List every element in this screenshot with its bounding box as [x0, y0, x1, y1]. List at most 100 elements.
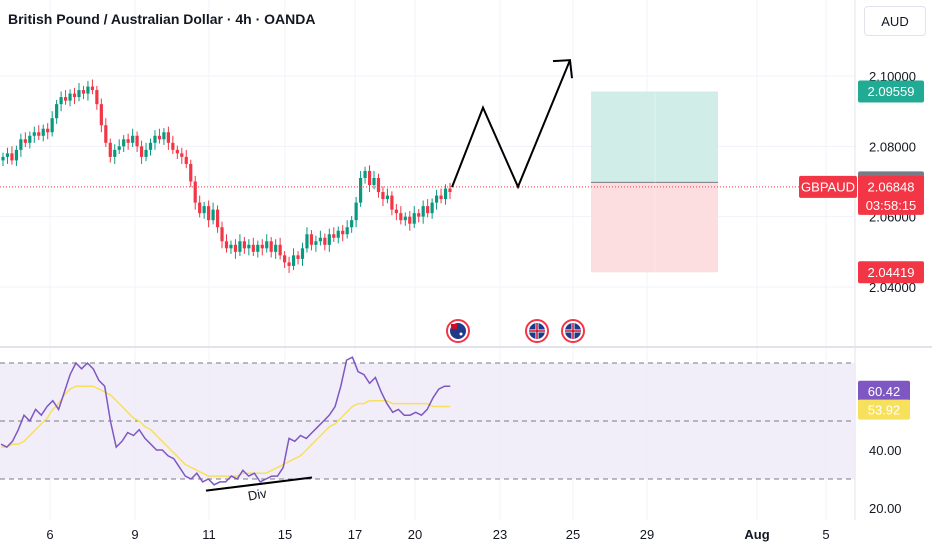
candle-body — [193, 181, 197, 203]
stop-price-label: 2.04419 — [858, 261, 924, 284]
candle-body — [99, 104, 103, 126]
candle-body — [385, 195, 390, 200]
candle-body — [215, 209, 220, 228]
candle-body — [37, 132, 41, 136]
x-tick-label: 5 — [822, 527, 829, 542]
candle-body — [95, 90, 99, 105]
chart-title: British Pound / Australian Dollar · 4h ·… — [8, 11, 316, 27]
candle-body — [122, 139, 126, 147]
candle-body — [19, 139, 23, 150]
x-tick-label: 17 — [348, 527, 362, 542]
rsi-value-bg — [858, 380, 910, 401]
candle-body — [5, 153, 10, 157]
candle-body — [41, 128, 45, 136]
candle-body — [439, 195, 443, 200]
candle-body — [421, 206, 425, 217]
candle-body — [144, 149, 148, 157]
candle-body — [229, 244, 233, 249]
rsi-ma-value-bg — [858, 399, 910, 420]
rsi-value-text: 60.42 — [868, 384, 901, 399]
candle-body — [32, 132, 36, 136]
au-flag-icon[interactable] — [446, 319, 470, 343]
candle-body — [1, 156, 5, 161]
candle-body — [278, 244, 282, 256]
candle-body — [135, 135, 139, 147]
candle-body — [403, 216, 407, 221]
candle-body — [381, 192, 385, 200]
rsi-tick-label: 20.00 — [869, 501, 902, 516]
gb-flag-icon[interactable] — [561, 319, 585, 343]
candle-body — [14, 149, 19, 161]
candle-body — [131, 135, 135, 143]
candle-body — [359, 177, 363, 203]
candle-body — [50, 118, 54, 133]
candle-body — [336, 230, 340, 238]
target-zone[interactable] — [591, 91, 718, 183]
gb-flag-icon[interactable] — [525, 319, 549, 343]
rsi-ma-line — [1, 385, 451, 477]
candle-body — [59, 97, 63, 105]
candle-body — [305, 234, 309, 249]
y-tick-label: 2.04000 — [869, 280, 916, 295]
candle-body — [148, 142, 153, 150]
flag-canton — [451, 324, 457, 329]
candle-body — [345, 227, 349, 235]
x-tick-label: 11 — [202, 527, 216, 542]
candle-body — [251, 244, 255, 252]
y-tick-label: 2.08000 — [869, 139, 916, 154]
target-price-label-bg — [858, 80, 924, 103]
last-price-label: 2.06848 03:58:15 — [858, 175, 924, 215]
target-price-label-text: 2.09559 — [868, 84, 915, 99]
candle-body — [108, 142, 112, 157]
x-tick-label: 15 — [278, 527, 292, 542]
candle-body — [184, 156, 188, 164]
candle-body — [166, 132, 170, 143]
rsi-value-label: 60.42 — [858, 380, 910, 401]
candle-body — [434, 195, 439, 203]
x-tick-label: 29 — [640, 527, 654, 542]
candle-body — [399, 213, 403, 221]
candle-body — [408, 216, 412, 224]
candle-body — [63, 97, 68, 101]
candle-body — [269, 241, 273, 252]
candle-body — [417, 213, 421, 217]
candle-body — [247, 244, 251, 249]
candle-body — [180, 153, 184, 157]
candle-body — [354, 202, 358, 221]
candle-body — [376, 177, 381, 193]
stop-zone[interactable] — [591, 182, 718, 273]
candle-body — [157, 135, 162, 140]
candle-body — [323, 237, 327, 245]
risk-reward-zones[interactable] — [591, 91, 718, 273]
candle-body — [72, 93, 77, 98]
x-tick-label: 6 — [46, 527, 53, 542]
rsi-ma-value-label: 53.92 — [858, 399, 910, 420]
candle-body — [350, 220, 354, 228]
candle-body — [224, 241, 229, 249]
candle-body — [28, 135, 32, 143]
candle-body — [430, 202, 434, 214]
candle-body — [46, 128, 50, 133]
candle-body — [90, 86, 94, 91]
candle-body — [23, 139, 27, 143]
candle-body — [77, 90, 81, 98]
candle-body — [171, 142, 175, 150]
countdown-text: 03:58:15 — [866, 198, 917, 213]
projected-path — [451, 59, 571, 190]
candle-body — [175, 149, 179, 154]
rsi-line — [0, 356, 451, 486]
price-candles — [0, 59, 855, 343]
last-price-text: 2.06848 — [868, 179, 915, 194]
candle-body — [238, 241, 242, 252]
candle-body — [10, 153, 14, 161]
candle-body — [86, 86, 90, 94]
candle-body — [220, 227, 224, 242]
candle-body — [372, 177, 376, 186]
symbol-tag-text: GBPAUD — [801, 179, 855, 194]
target-price-label: 2.09559 — [858, 80, 924, 103]
candle-body — [265, 241, 269, 249]
currency-button[interactable]: AUD — [864, 6, 926, 36]
rsi-panel: Div — [0, 356, 855, 504]
candle-body — [443, 188, 448, 200]
